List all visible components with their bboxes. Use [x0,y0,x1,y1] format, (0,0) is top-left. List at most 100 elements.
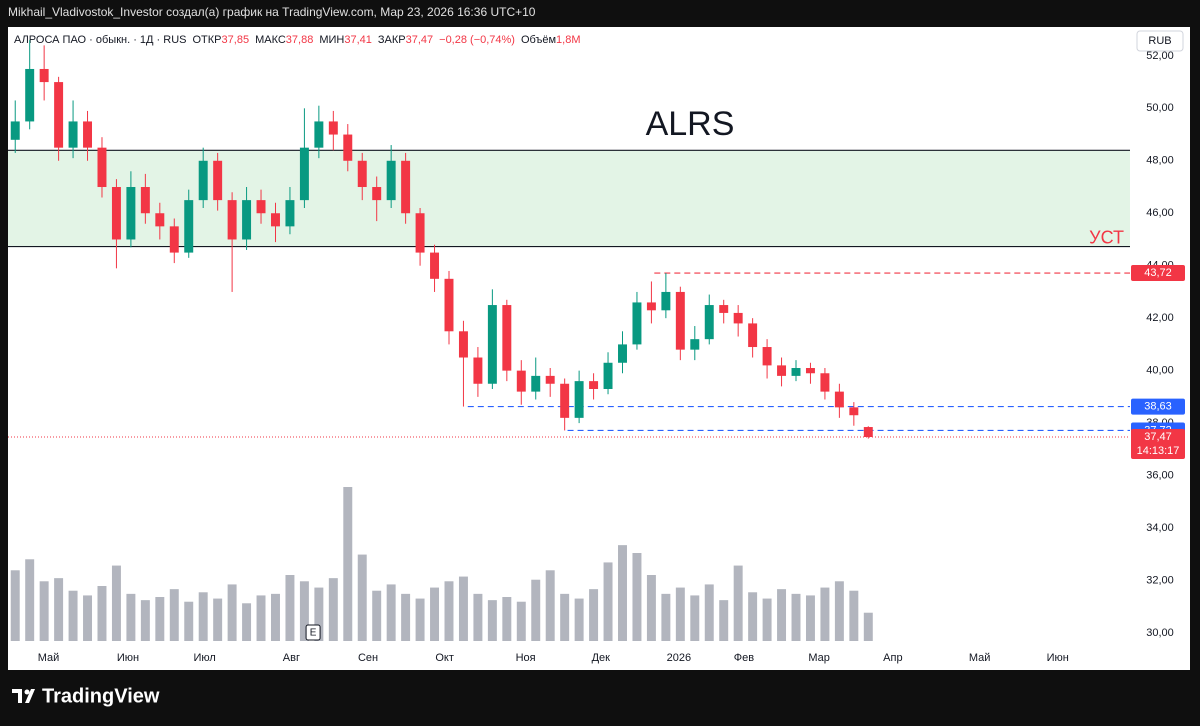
volume-bar [111,565,121,641]
y-tick-label: 50,00 [1146,102,1174,114]
candle-body [25,68,35,122]
candle-body [126,187,136,240]
candle-body [820,373,830,392]
volume-bar [227,584,237,641]
countdown: 14:13:17 [1137,445,1180,457]
candle-body [661,291,671,311]
price-tag [1131,265,1185,282]
legend-field-name: МИН [319,34,344,46]
x-tick-label: Дек [592,652,611,664]
candle-body [213,160,223,201]
price-tag [1131,428,1185,459]
currency: RUB [1148,35,1171,47]
volume-bar [719,600,729,641]
volume-bar [285,575,295,641]
x-tick-label: 2026 [667,652,691,664]
legend-field-value: 37,41 [344,34,372,46]
brand-name: TradingView [42,685,160,707]
volume-bar [54,578,64,641]
candle-body [502,305,512,371]
volume-bar [632,553,642,641]
volume-bar [68,590,78,641]
volume-bar [83,595,93,641]
legend-field-name: МАКС [255,34,286,46]
volume-bar [271,593,280,641]
candle-body [618,344,627,363]
candle-body [39,68,49,83]
volume-bar [777,589,787,641]
volume-bar [748,592,758,641]
volume-bar [516,601,526,641]
x-tick-label: Апр [883,652,902,664]
candle-body [140,187,150,214]
volume-bar [834,581,844,641]
candle-body [473,357,483,384]
candle-body [83,121,93,148]
x-tick-label: Май [38,652,60,664]
y-tick-label: 48,00 [1146,155,1174,167]
volume-bar [690,595,700,641]
candle-body [155,213,165,227]
y-tick-label: 46,00 [1146,207,1174,219]
volume-bar [314,587,324,641]
candle-body [343,134,353,161]
volume-bar [343,487,353,641]
candle-body [516,370,526,392]
brand-logo [12,689,35,703]
volume-bar [444,581,454,641]
volume-bar [155,597,165,641]
candle-body [444,278,454,332]
x-tick-label: Авг [283,652,300,664]
candle-body [675,291,685,350]
candle-body [299,147,309,201]
volume-bar [242,603,252,641]
candle-body [719,305,729,313]
volume-bar [560,593,570,641]
volume-bar [502,597,512,641]
candle-body [401,160,411,214]
volume-bar [299,581,309,641]
candle-body [386,160,396,201]
candle-body [314,121,324,148]
x-tick-label: Мар [808,652,830,664]
volume-bar [820,587,830,641]
candle-body [10,121,20,140]
candle-body [574,381,584,418]
volume-bar [863,612,873,641]
x-tick-label: Июл [193,652,215,664]
candle-body [285,200,295,227]
candle-body [863,427,873,437]
candle-body [531,375,541,392]
y-tick-label: 34,00 [1146,522,1174,534]
candle-body [632,302,642,345]
currency-box[interactable] [1136,30,1184,52]
candle-body [97,147,107,188]
candle-body [487,305,497,384]
candle-body [372,187,382,201]
volume-bar [791,593,801,641]
x-tick-label: Май [969,652,991,664]
candle-body [603,362,613,389]
candle-body [748,323,758,348]
legend-volume: 1,8М [556,34,580,46]
legend-field-value: 37,47 [406,34,434,46]
volume-bar [589,589,599,641]
volume-bar [805,595,815,641]
y-tick-label: 32,00 [1146,574,1174,586]
earnings-label: E [310,628,317,639]
candle-body [415,213,425,253]
volume-bar [198,592,208,641]
candle-body [589,381,599,389]
volume-bar [372,590,382,641]
candle-body [430,252,440,279]
volume-bar [401,593,411,641]
y-tick-label: 36,00 [1146,469,1174,481]
candle-body [458,331,468,358]
volume-bar [458,576,468,641]
candle-body [646,302,656,311]
candle-body [690,339,700,350]
x-tick-label: Июн [1047,652,1069,664]
candle-body [357,160,367,188]
volume-bar [184,601,194,641]
